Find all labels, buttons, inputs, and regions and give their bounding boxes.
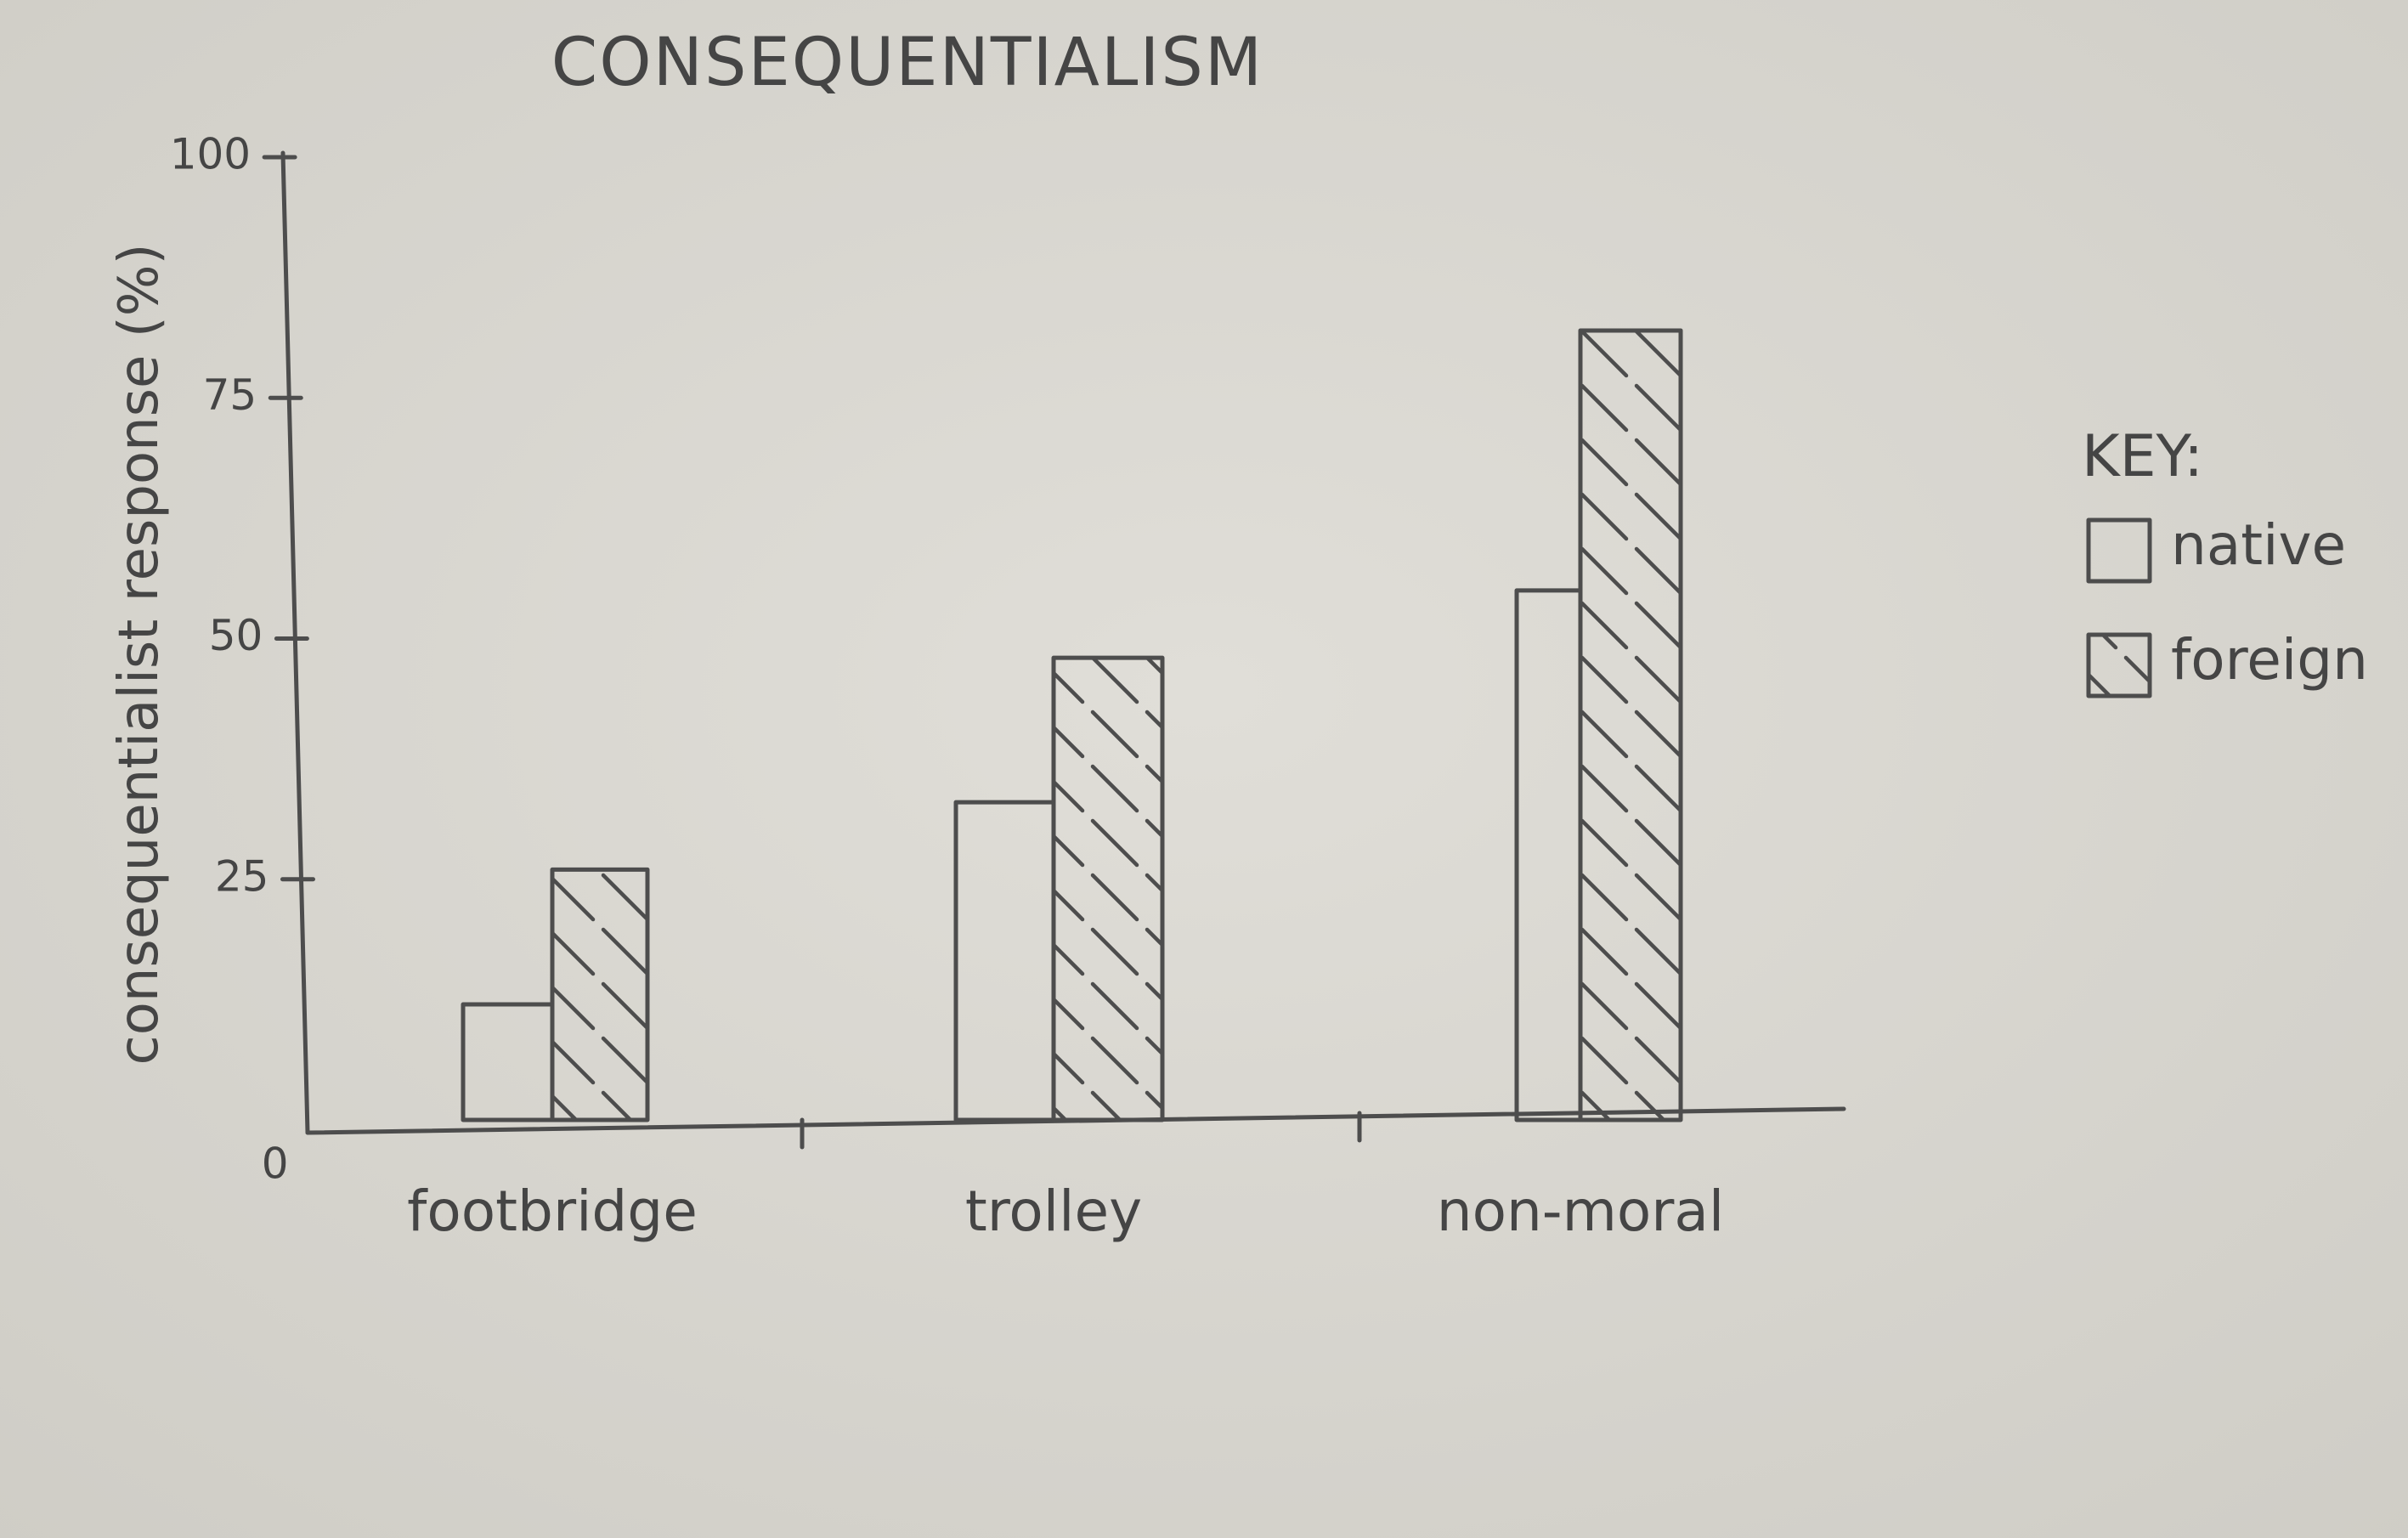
bar-foreign-2 (1578, 328, 1683, 1122)
y-tick-label-1: 25 (215, 851, 269, 901)
y-tick-label-4: 100 (170, 130, 251, 179)
legend-title: KEY: (2082, 423, 2203, 490)
bar-foreign-0 (550, 867, 650, 1122)
x-tick-label-0: footbridge (407, 1179, 698, 1244)
legend-label-foreign: foreign (2171, 627, 2368, 693)
y-tick-label-0: 0 (262, 1139, 289, 1189)
legend-swatch-native (2086, 517, 2152, 584)
legend: KEY: native foreign (2082, 423, 2368, 698)
legend-swatch-foreign (2086, 632, 2152, 698)
chart-title: CONSEQUENTIALISM (551, 25, 1263, 101)
x-tick-label-1: trolley (965, 1179, 1142, 1244)
y-axis-line (280, 150, 310, 1135)
legend-label-native: native (2171, 512, 2346, 578)
x-tick-label-2: non-moral (1437, 1179, 1724, 1244)
y-tick-label-3: 75 (203, 370, 257, 420)
bar-foreign-1 (1051, 655, 1165, 1122)
y-axis-label: consequentialist response (%) (108, 244, 171, 1066)
y-tick-label-2: 50 (209, 611, 263, 660)
